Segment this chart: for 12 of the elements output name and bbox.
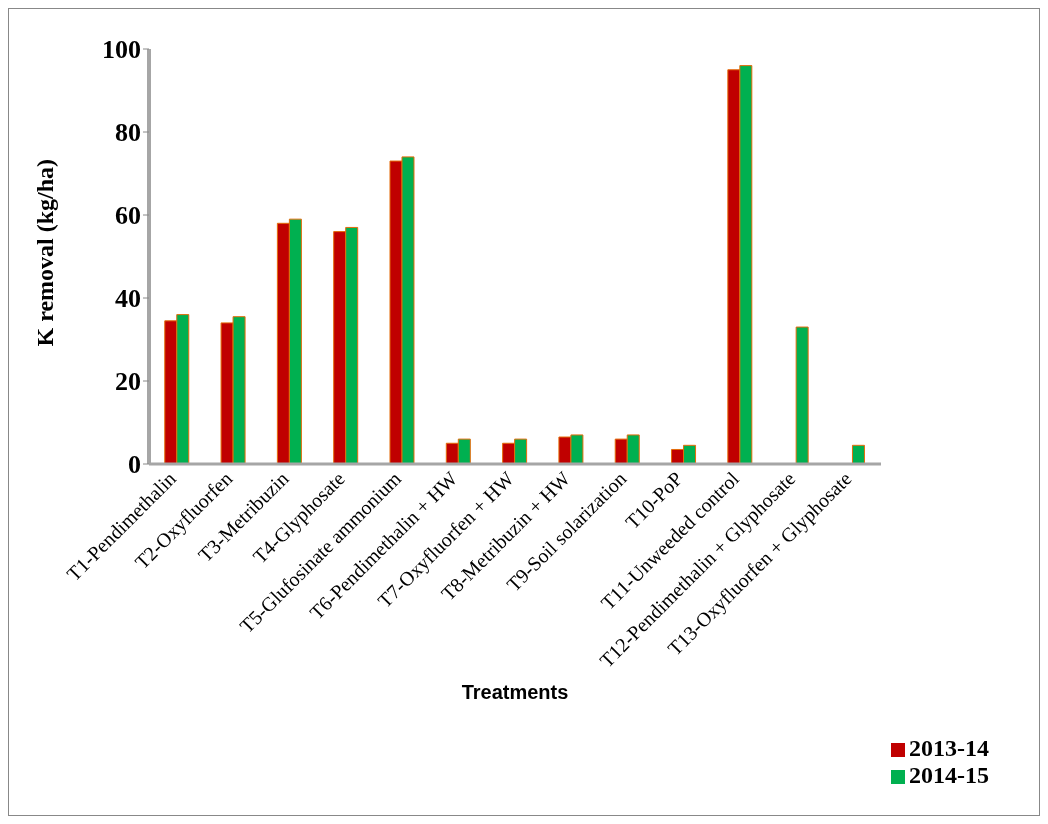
x-axis-title: Treatments — [461, 681, 569, 703]
y-tick-label: 40 — [115, 284, 141, 314]
y-tick-label: 100 — [102, 35, 141, 65]
bar — [851, 444, 865, 464]
y-axis-title: K removal (kg/ha) — [31, 158, 58, 347]
y-tick-label: 60 — [115, 201, 141, 231]
legend-label: 2013-14 — [909, 735, 989, 761]
legend-label: 2014-15 — [909, 762, 989, 788]
y-tick-label: 0 — [128, 450, 141, 480]
bar — [795, 326, 809, 464]
y-tick-label: 20 — [115, 367, 141, 397]
y-tick-label: 80 — [115, 118, 141, 148]
